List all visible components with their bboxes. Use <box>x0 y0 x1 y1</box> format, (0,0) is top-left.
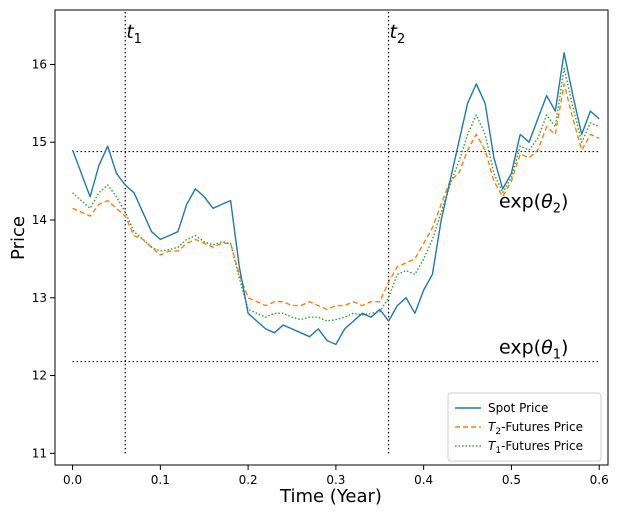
plot-area <box>54 9 609 466</box>
hline-label: exp(θ2) <box>499 191 568 217</box>
legend-label: T1-Futures Price <box>488 439 583 456</box>
annotations: t1 t2 exp(θ2) exp(θ1) <box>126 21 568 363</box>
x-axis: 0.0 0.1 0.2 0.3 0.4 0.5 0.6 <box>63 465 609 487</box>
hline-label: exp(θ1) <box>499 337 568 363</box>
series-line-spot-price <box>71 52 600 346</box>
y-tick-label: 16 <box>32 57 47 71</box>
y-tick-label: 11 <box>32 446 47 460</box>
legend-box <box>447 392 602 462</box>
y-axis: 11 12 13 14 15 16 <box>32 57 55 460</box>
x-tick-label: 0.3 <box>326 473 345 487</box>
x-axis-title: Time (Year) <box>279 486 382 507</box>
series-line-t1-futures-price <box>72 67 600 322</box>
reference-lines <box>72 10 600 454</box>
x-tick-label: 0.5 <box>502 473 521 487</box>
legend-label: T2-Futures Price <box>488 420 583 437</box>
x-tick-label: 0.1 <box>151 473 170 487</box>
x-tick-label: 0.4 <box>414 473 433 487</box>
y-tick-label: 13 <box>32 291 47 305</box>
series-line-t2-futures-price <box>72 83 600 311</box>
series-layer <box>71 52 600 346</box>
vline-label: t1 <box>126 21 142 47</box>
vline-label: t2 <box>390 21 406 47</box>
y-tick-label: 14 <box>32 213 47 227</box>
legend: Spot Price T2-Futures Price T1-Futures Pri… <box>447 392 602 462</box>
y-axis-title: Price <box>8 216 29 260</box>
x-tick-label: 0.0 <box>63 473 82 487</box>
x-tick-label: 0.6 <box>590 473 609 487</box>
x-tick-label: 0.2 <box>239 473 258 487</box>
y-tick-label: 12 <box>32 369 47 383</box>
legend-label: Spot Price <box>488 401 548 415</box>
y-tick-label: 15 <box>32 135 47 149</box>
